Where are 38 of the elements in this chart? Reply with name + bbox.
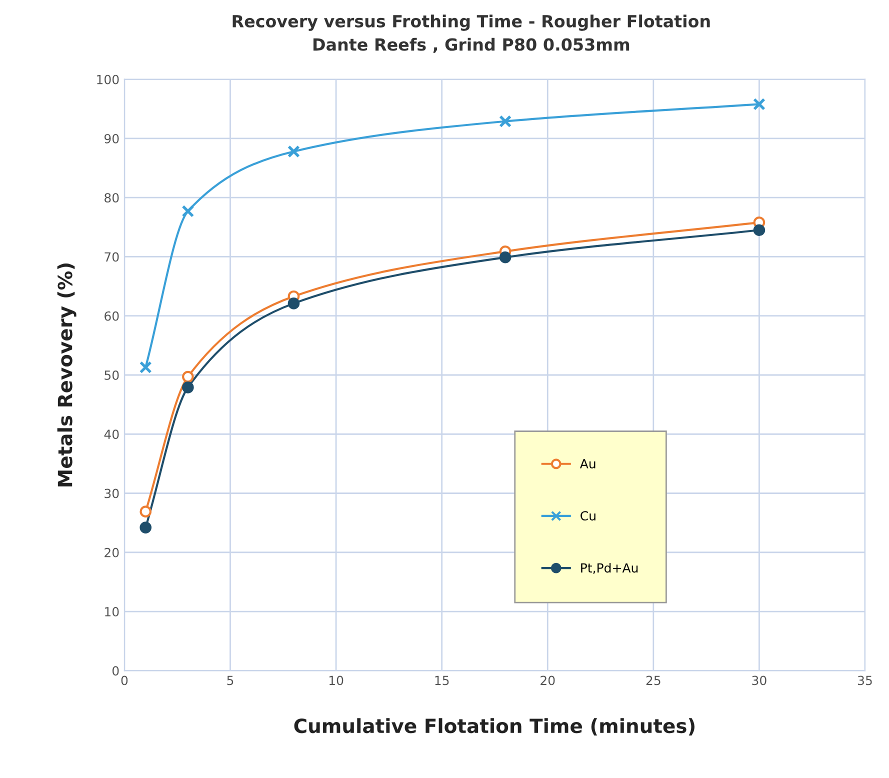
legend-label: Pt,Pd+Au (581, 562, 638, 574)
x-tick-label: 20 (540, 676, 555, 686)
x-tick-label: 30 (752, 676, 766, 686)
chart-title: Recovery versus Frothing Time - Rougher Flotation (232, 14, 710, 31)
y-tick-label: 30 (104, 488, 119, 498)
x-tick-label: 35 (858, 676, 872, 686)
point (288, 298, 300, 310)
y-tick-label: 10 (105, 606, 119, 616)
legend-label: Cu (580, 511, 596, 521)
y-tick-label: 50 (104, 370, 119, 380)
y-tick-label: 80 (104, 193, 119, 203)
y-tick-label: 20 (104, 548, 119, 558)
x-tick-label: 25 (646, 676, 660, 686)
point (499, 251, 512, 264)
legend-label: Au (580, 459, 596, 468)
point (752, 98, 766, 110)
y-tick-label: 90 (104, 134, 119, 144)
x-tick-label: 10 (329, 676, 344, 686)
y-tick-label: 60 (104, 311, 119, 321)
x-tick-label: 15 (435, 676, 449, 686)
point (287, 145, 300, 158)
point (753, 224, 766, 236)
chart-subtitle: Dante Reefs , Grind P80 0.053mm (313, 38, 630, 53)
y-tick-label: 70 (104, 252, 119, 262)
x-axis-title: Cumulative Flotation Time (minutes) (294, 718, 694, 736)
y-tick-label: 0 (112, 666, 119, 676)
x-tick-label: 5 (227, 676, 234, 686)
x-tick-label: 0 (121, 676, 128, 686)
point (182, 382, 194, 394)
y-tick-label: 40 (104, 430, 119, 440)
point (182, 370, 194, 383)
point (139, 361, 152, 374)
y-tick-label: 100 (97, 74, 119, 84)
point (140, 506, 152, 518)
point (499, 115, 512, 128)
point (182, 204, 194, 218)
point (140, 522, 152, 534)
y-axis-title: Metals Revovery (%) (57, 264, 76, 486)
